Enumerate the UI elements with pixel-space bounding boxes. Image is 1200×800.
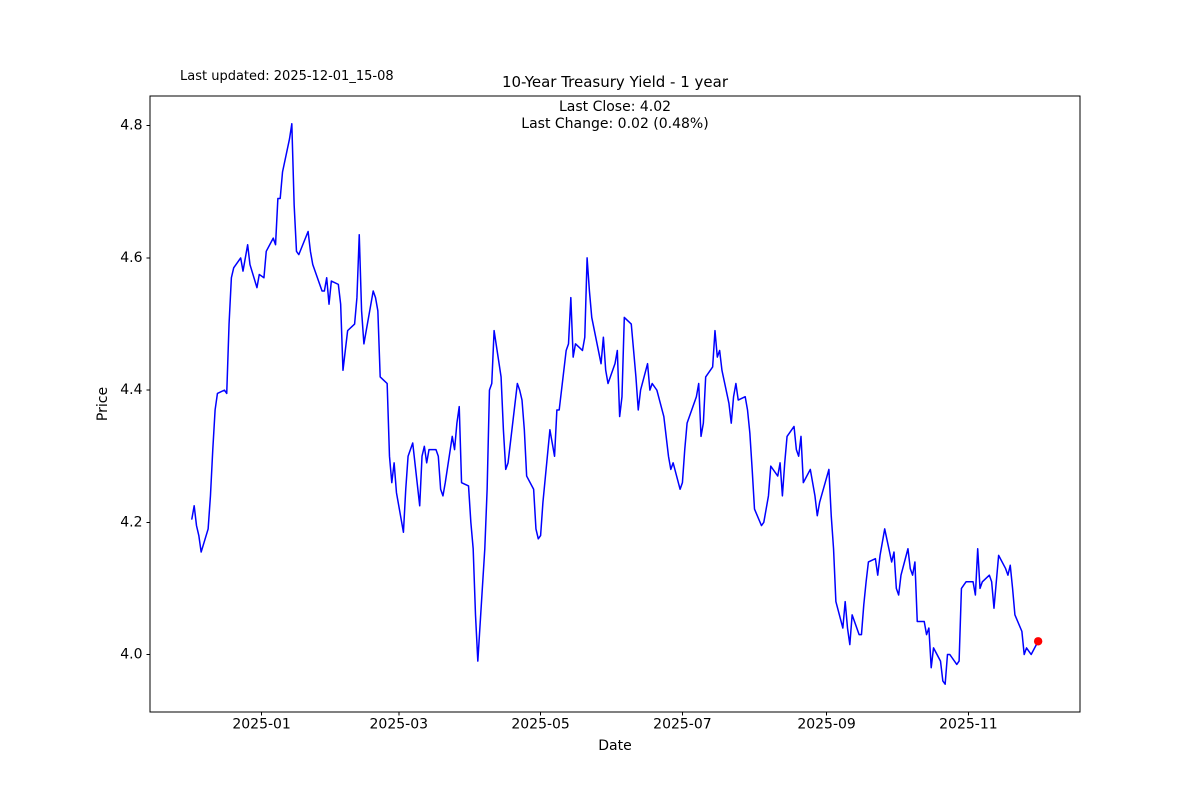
axes-border xyxy=(149,95,1081,713)
last-change-line: Last Change: 0.02 (0.48%) xyxy=(521,116,709,133)
last-close-line: Last Close: 4.02 xyxy=(558,99,672,115)
y-tick-label: 4.0 xyxy=(120,646,142,662)
x-tick-label: 2025-07 xyxy=(653,717,712,733)
y-tick-label: 4.4 xyxy=(120,382,142,398)
last-updated-text: Last updated: 2025-12-01_15-08 xyxy=(180,69,394,84)
last-close-annotation: Last Close: 4.02 Last Change: 0.02 (0.48… xyxy=(150,99,1080,133)
y-tick-label: 4.2 xyxy=(120,514,142,530)
x-axis-label: Date xyxy=(598,738,632,754)
x-tick-label: 2025-03 xyxy=(370,717,429,733)
x-tick-label: 2025-05 xyxy=(511,717,570,733)
y-tick-label: 4.8 xyxy=(120,118,142,134)
price-line xyxy=(191,123,1039,685)
chart-title: 10-Year Treasury Yield - 1 year xyxy=(501,73,729,91)
y-tick-label: 4.6 xyxy=(120,250,142,266)
x-tick-label: 2025-11 xyxy=(939,717,998,733)
x-tick-label: 2025-09 xyxy=(797,717,856,733)
y-axis-label: Price xyxy=(95,386,111,422)
last-price-marker xyxy=(1033,637,1043,646)
x-tick-label: 2025-01 xyxy=(232,717,291,733)
